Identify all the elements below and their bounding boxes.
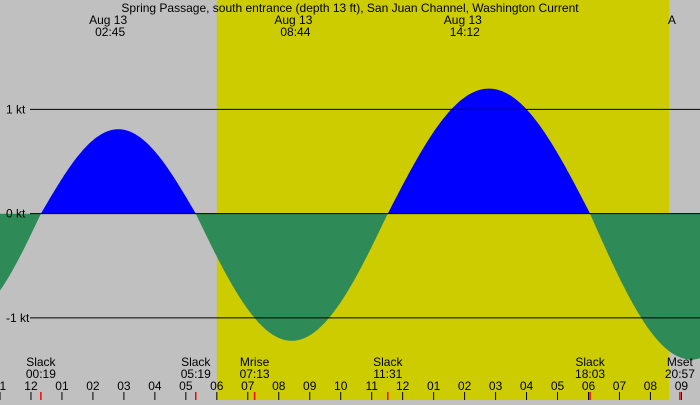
peak-date-label: Aug 13 <box>444 13 482 27</box>
event-time-label: 20:57 <box>665 367 695 381</box>
peak-time-label: 08:44 <box>280 25 310 39</box>
peak-time-label: 02:45 <box>95 25 125 39</box>
peak-date-label: A <box>668 13 676 27</box>
hour-tick-label: 10 <box>334 379 348 393</box>
hour-tick-label: 04 <box>520 379 534 393</box>
hour-tick-label: 02 <box>458 379 472 393</box>
hour-tick-label: 08 <box>644 379 658 393</box>
event-label: Slack <box>181 355 211 369</box>
hour-tick-label: 06 <box>582 379 596 393</box>
ebb-area <box>0 213 700 360</box>
peak-time-label: 14:12 <box>450 25 480 39</box>
hour-tick-label: 12 <box>396 379 410 393</box>
peak-date-label: Aug 13 <box>274 13 312 27</box>
event-label: Slack <box>575 355 605 369</box>
hour-tick-label: 02 <box>86 379 100 393</box>
hour-tick-label: 05 <box>179 379 193 393</box>
event-label: Slack <box>26 355 56 369</box>
hour-tick-label: 09 <box>303 379 317 393</box>
event-label: Slack <box>373 355 403 369</box>
flood-area <box>40 88 590 214</box>
hour-tick-label: 12 <box>24 379 38 393</box>
event-time-label: 18:03 <box>575 367 605 381</box>
peak-date-label: Aug 13 <box>89 13 127 27</box>
hour-axis: 11 12 01 02 03 04 05 06 07 08 09 10 11 12 01 02 03 04 05 06… <box>0 379 688 400</box>
hour-tick-label: 07 <box>613 379 627 393</box>
event-time-label: 05:19 <box>181 367 211 381</box>
event-labels: Slack00:19Slack05:19Slack11:31Slack18:03… <box>26 355 695 381</box>
event-time-label: 07:13 <box>240 367 270 381</box>
y-tick-label: -1 kt <box>6 311 30 325</box>
hour-tick-label: 11 <box>0 379 7 393</box>
hour-tick-label: 08 <box>272 379 286 393</box>
hour-tick-label: 05 <box>551 379 565 393</box>
hour-tick-label: 04 <box>148 379 162 393</box>
hour-tick-label: 09 <box>675 379 689 393</box>
y-gridlines <box>30 108 700 319</box>
chart-title: Spring Passage, south entrance (depth 13… <box>121 1 579 15</box>
hour-tick-label: 11 <box>365 379 378 393</box>
event-time-label: 00:19 <box>26 367 56 381</box>
y-tick-label: 1 kt <box>6 102 26 116</box>
hour-tick-label: 03 <box>117 379 131 393</box>
hour-tick-label: 06 <box>210 379 224 393</box>
hour-tick-label: 01 <box>427 379 441 393</box>
hour-tick-label: 01 <box>55 379 69 393</box>
event-label: Mset <box>667 355 694 369</box>
event-label: Mrise <box>240 355 270 369</box>
hour-tick-label: 07 <box>241 379 255 393</box>
event-time-label: 11:31 <box>373 367 402 381</box>
y-tick-label: 0 kt <box>6 207 26 221</box>
hour-tick-label: 03 <box>489 379 503 393</box>
y-tick-labels: 1 kt 0 kt -1 kt <box>6 102 30 324</box>
